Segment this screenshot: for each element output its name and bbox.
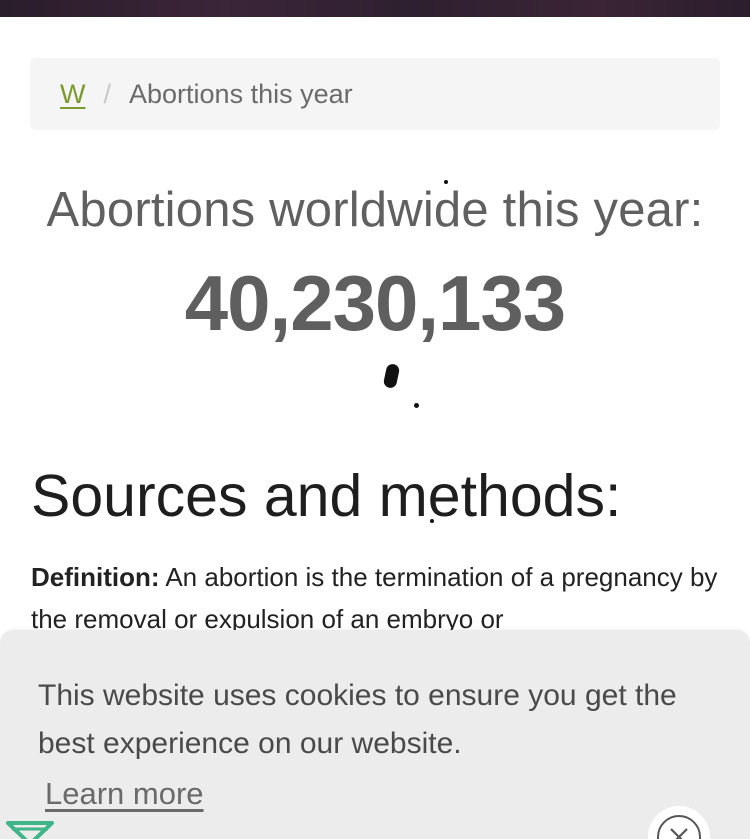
counter-title: Abortions worldwide this year:	[46, 183, 704, 237]
sources-heading: Sources and methods:	[31, 463, 622, 529]
spinner-dot-small	[414, 403, 419, 408]
definition-paragraph: Definition: An abortion is the terminati…	[31, 556, 731, 640]
learn-more-link[interactable]: Learn more	[45, 776, 204, 811]
cookie-banner: This website uses cookies to ensure you …	[0, 630, 750, 839]
breadcrumb-current: Abortions this year	[129, 78, 353, 109]
header-image-strip	[0, 0, 750, 17]
spinner-dot-heading	[430, 519, 434, 523]
definition-label: Definition:	[31, 562, 160, 592]
counter-value: 40,230,133	[184, 259, 566, 347]
breadcrumb-home-link[interactable]: W	[60, 78, 86, 109]
spinner-dot-main	[382, 362, 401, 390]
definition-text: An abortion is the termination of a preg…	[31, 562, 718, 634]
breadcrumb-separator: /	[103, 78, 111, 109]
cookie-close-button[interactable]	[648, 806, 710, 839]
breadcrumb: W / Abortions this year	[30, 58, 720, 130]
spinner-dot-top	[444, 180, 448, 184]
logo-icon	[6, 821, 54, 839]
close-icon	[657, 815, 701, 839]
cookie-message: This website uses cookies to ensure you …	[38, 679, 677, 760]
